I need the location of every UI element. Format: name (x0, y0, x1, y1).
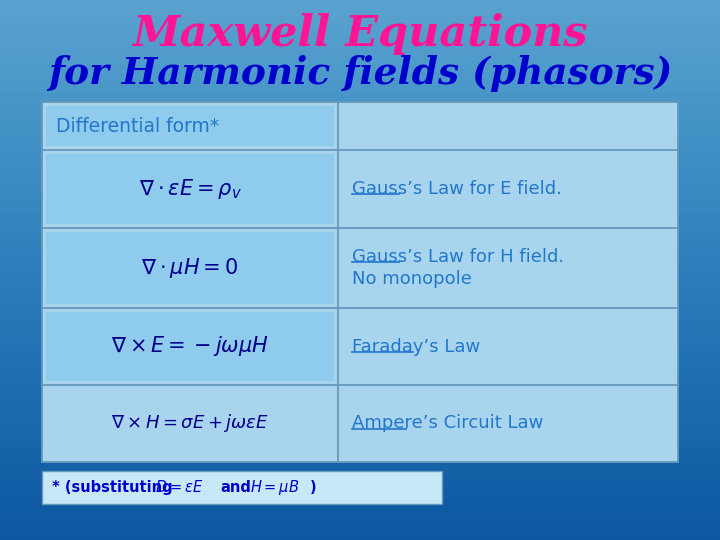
Bar (46, 312, 334, 381)
Text: and: and (220, 480, 251, 495)
Text: for Harmonic fields (phasors): for Harmonic fields (phasors) (48, 56, 672, 92)
Text: $\nabla \cdot \varepsilon E = \rho_v$: $\nabla \cdot \varepsilon E = \rho_v$ (138, 177, 241, 201)
Bar (46, 232, 334, 304)
Text: Maxwell Equations: Maxwell Equations (132, 13, 588, 55)
Text: $H = \mu B$: $H = \mu B$ (250, 478, 300, 497)
Bar (42, 102, 678, 462)
Text: $D = \varepsilon E$: $D = \varepsilon E$ (155, 480, 203, 496)
Text: $\nabla \times H = \sigma E + j\omega\varepsilon E$: $\nabla \times H = \sigma E + j\omega\va… (111, 413, 269, 435)
Text: Gauss’s Law for E field.: Gauss’s Law for E field. (352, 180, 562, 198)
Text: Ampere’s Circuit Law: Ampere’s Circuit Law (352, 415, 544, 433)
Bar (42, 471, 442, 504)
Bar (46, 106, 334, 146)
Bar (46, 154, 334, 224)
Text: Faraday’s Law: Faraday’s Law (352, 338, 480, 355)
Text: Gauss’s Law for H field.: Gauss’s Law for H field. (352, 248, 564, 266)
Text: $\nabla \times E = -j\omega\mu H$: $\nabla \times E = -j\omega\mu H$ (111, 334, 269, 359)
Text: * (substituting: * (substituting (52, 480, 173, 495)
Text: No monopole: No monopole (352, 270, 472, 288)
Text: ): ) (310, 480, 317, 495)
Text: $\nabla \cdot \mu H = 0$: $\nabla \cdot \mu H = 0$ (141, 256, 238, 280)
Text: Differential form*: Differential form* (56, 117, 219, 136)
